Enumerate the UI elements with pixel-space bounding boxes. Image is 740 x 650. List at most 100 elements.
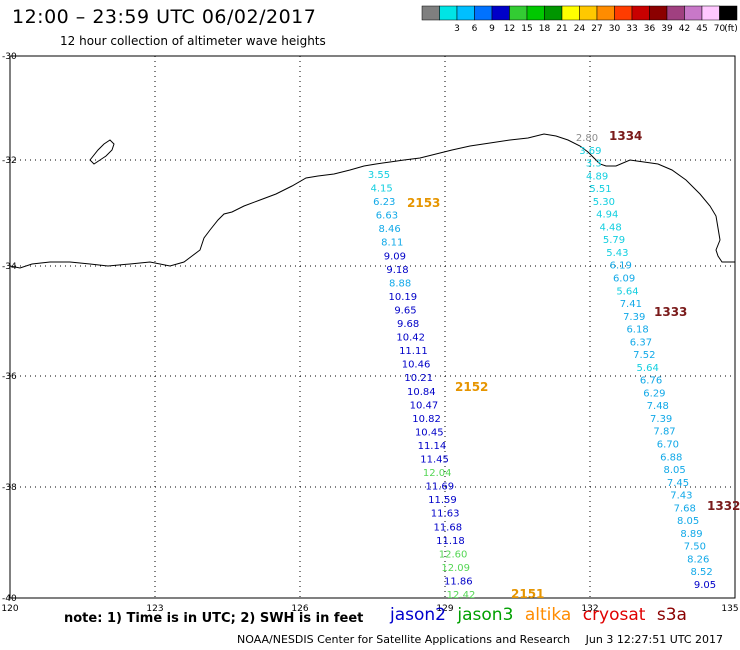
footer-credit: NOAA/NESDIS Center for Satellite Applica… [237,633,571,646]
swh-value-label: 5.51 [589,184,611,195]
colorbar-tick-label: 45 [696,24,707,34]
colorbar-swatch [526,5,545,21]
units-note: note: 1) Time is in UTC; 2) SWH is in fe… [64,611,364,626]
lat-tick-label: -32 [2,156,17,166]
swh-value-label: 8.52 [690,567,712,578]
swh-value-label: 11.68 [433,522,462,533]
swh-value-label: 6.37 [630,337,652,348]
colorbar-swatch [439,5,458,21]
swh-value-label: 7.39 [623,312,645,323]
colorbar-swatch [491,5,510,21]
swh-value-label: 10.47 [410,400,439,411]
swh-value-label: 4.48 [599,222,621,233]
swh-value-label: 7.43 [670,491,692,502]
colorbar-tick-label: 21 [556,24,567,34]
swh-value-label: 6.18 [626,325,648,336]
swh-value-label: 3.3 [586,159,602,170]
swh-value-label: 6.29 [643,388,665,399]
swh-value-label: 4.89 [586,171,608,182]
lat-tick-label: -38 [2,483,17,493]
swh-value-label: 10.46 [402,360,431,371]
swh-value-label: 7.41 [620,299,642,310]
altimeter-tracks: 3.55 4.15 6.23 6.63 8.46 8.11 9.09 9.18 8.88 10.1… [368,129,740,601]
satellite-label-altika: altika [524,605,572,625]
swh-value-label: 5.64 [616,286,638,297]
swh-value-label: 11.69 [426,482,455,493]
colorbar-tick-label: 30 [609,24,621,34]
swh-value-label: 9.05 [694,580,716,591]
swh-value-label: 6.09 [613,273,635,284]
swh-value-label: 6.76 [640,376,662,387]
pass-time-label: 2153 [407,196,440,210]
swh-value-label: 11.18 [436,536,465,547]
swh-value-label: 5.43 [606,248,628,259]
swh-value-label: 5.64 [637,363,659,374]
swh-value-label: 7.50 [684,542,706,553]
swh-value-label: 7.39 [650,414,672,425]
swh-value-label: 7.87 [653,427,675,438]
colorbar-swatch [421,5,440,21]
lat-tick-label: -40 [2,594,17,604]
swh-value-label: 8.05 [664,465,686,476]
australia-coastline [9,133,735,269]
pass-time-label: 1332 [707,499,740,513]
swh-value-label: 7.45 [667,478,689,489]
colorbar-tick-label: 70 [714,24,726,34]
swh-value-label: 8.88 [389,278,411,289]
pass-time-label: 2151 [511,587,544,601]
swh-value-label: 12.04 [423,468,452,479]
satellite-label-jason3: jason3 [457,605,514,625]
satellite-label-s3a: s3a [656,605,687,625]
colorbar-legend: 3 6 9 12 15 18 21 24 27 30 33 36 39 42 45 70(ft) [421,5,738,34]
colorbar-tick-label: 42 [679,24,690,34]
colorbar-swatch [474,5,493,21]
swh-value-label: 9.65 [394,305,416,316]
colorbar-swatch [684,5,703,21]
swh-value-label: 8.89 [680,529,702,540]
swh-value-label: 12.09 [441,563,470,574]
swh-value-label: 6.63 [376,211,398,222]
lat-tick-label: -30 [2,52,17,62]
colorbar-swatch [614,5,633,21]
swh-value-label: 8.46 [378,224,400,235]
colorbar-tick-label: 9 [489,24,495,34]
swh-value-label: 10.21 [404,373,433,384]
satellite-label-jason2: jason2 [390,605,446,625]
swh-value-label: 3.69 [579,146,601,157]
swh-value-label: 10.19 [388,292,417,303]
pass-time-label: 2152 [455,380,488,394]
swh-value-label: 5.79 [603,235,625,246]
colorbar-swatch [544,5,563,21]
swh-value-label: 6.23 [373,197,395,208]
swh-value-label: 8.11 [381,238,403,249]
swh-value-label: 7.48 [647,401,669,412]
swh-value-label: 10.45 [415,427,444,438]
swh-value-label: 2.80 [576,133,598,144]
lat-tick-label: -34 [2,262,17,272]
footer-timestamp: Jun 3 12:27:51 UTC 2017 [585,633,724,646]
satellite-legend: jason2 jason3 altika cryosat s3a [390,605,693,625]
colorbar-swatch [719,5,738,21]
colorbar-tick-label: 39 [661,24,673,34]
colorbar-swatch [631,5,650,21]
swh-value-label: 8.26 [687,554,709,565]
colorbar-tick-label: 24 [574,24,586,34]
colorbar-swatch [596,5,615,21]
swh-value-label: 10.42 [396,333,425,344]
swh-value-label: 4.15 [371,184,393,195]
lon-tick-label: 123 [146,604,163,614]
footer: NOAA/NESDIS Center for Satellite Applica… [237,633,735,646]
colorbar-tick-label: 6 [472,24,478,34]
swh-value-label: 7.68 [674,503,696,514]
swh-value-label: 11.63 [431,509,460,520]
page-subtitle: 12 hour collection of altimeter wave hei… [60,34,326,48]
swh-value-label: 6.88 [660,452,682,463]
swh-value-label: 4.94 [596,210,618,221]
swh-value-label: 12.42 [447,590,476,601]
colorbar-swatch [701,5,720,21]
swh-value-label: 9.68 [397,319,419,330]
colorbar-swatch [561,5,580,21]
colorbar-tick-label: 15 [521,24,532,34]
lon-tick-label: 132 [581,604,598,614]
swh-value-label: 12.60 [439,549,468,560]
